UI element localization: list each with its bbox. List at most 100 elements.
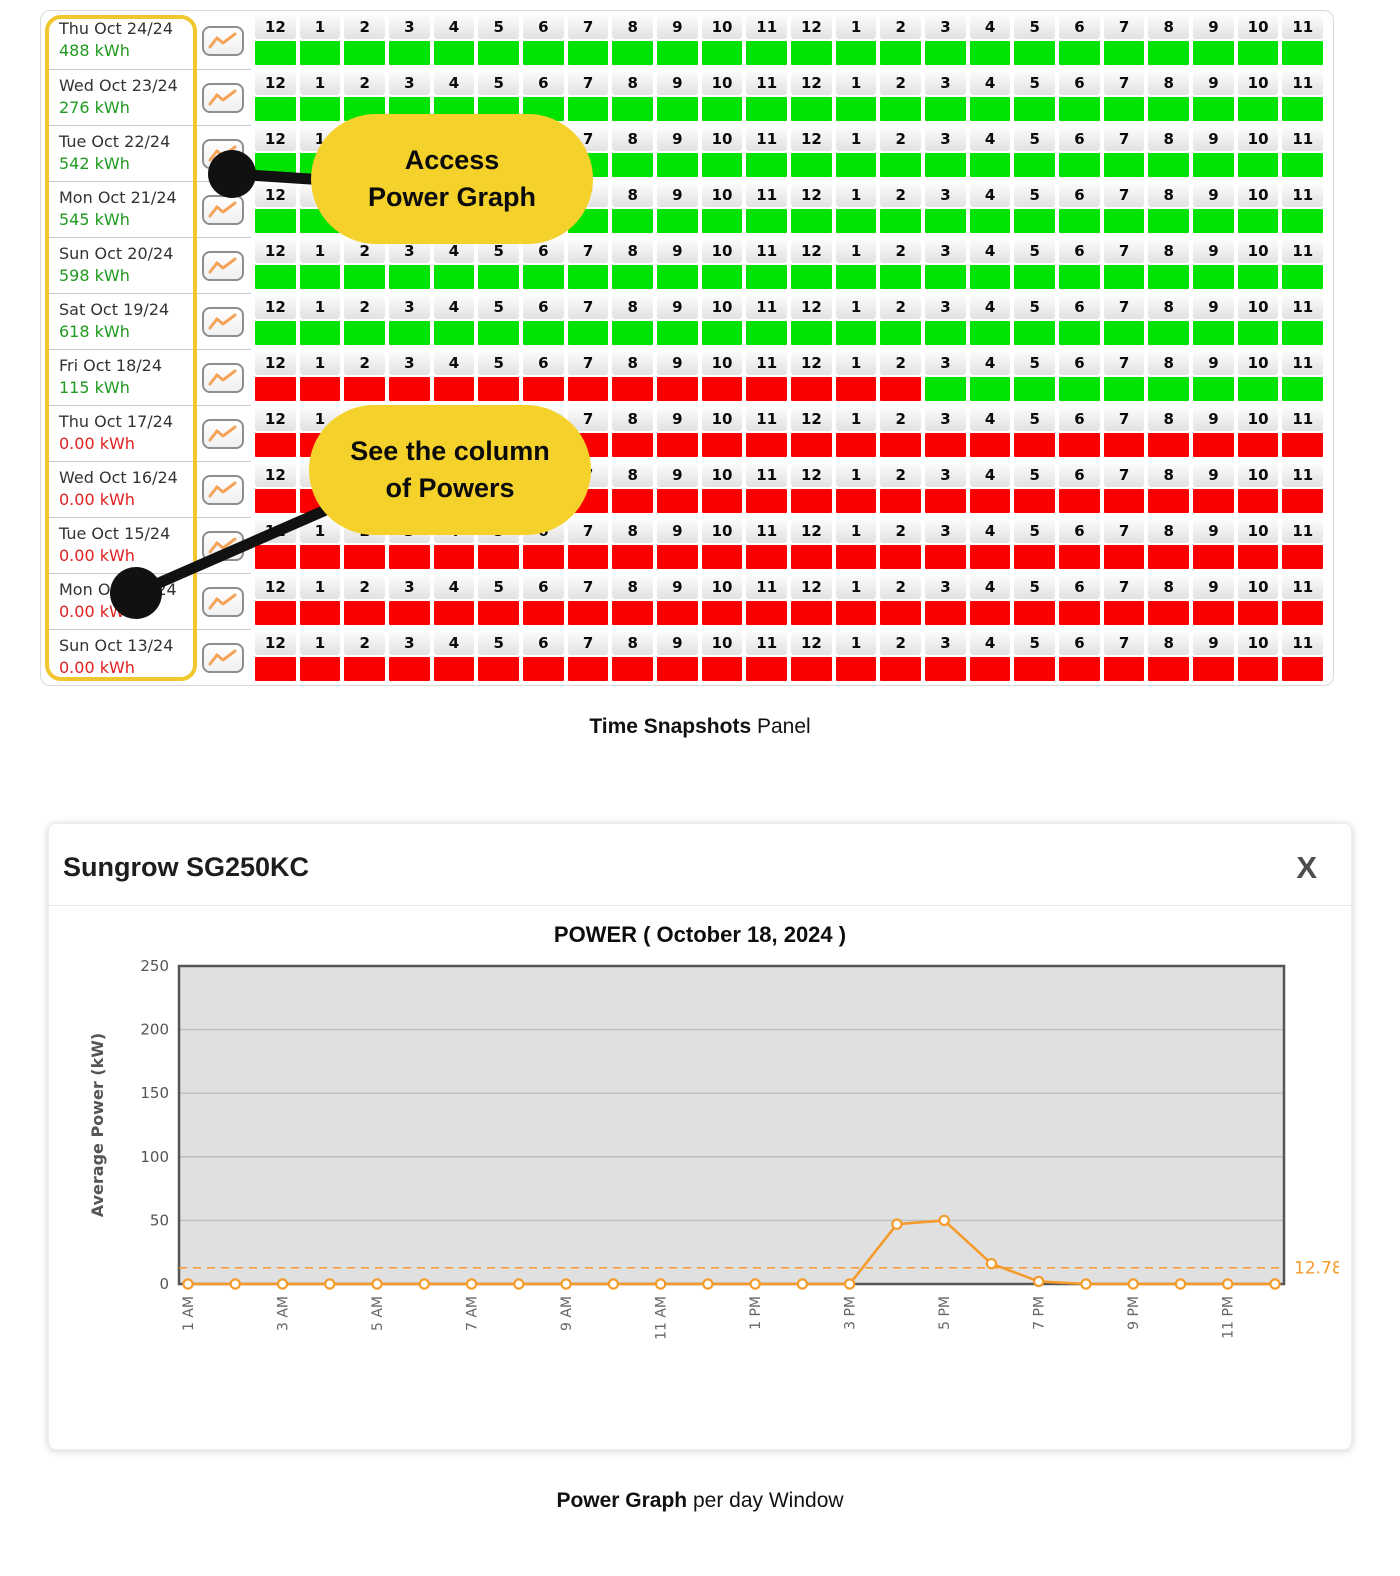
snapshot-cell[interactable]	[1014, 601, 1056, 625]
power-graph-button[interactable]	[202, 194, 244, 225]
snapshot-cell[interactable]	[1014, 97, 1056, 121]
snapshot-cell[interactable]	[925, 377, 966, 401]
snapshot-cell[interactable]	[612, 489, 654, 513]
snapshot-cell[interactable]	[478, 265, 520, 289]
snapshot-cell[interactable]	[1148, 209, 1190, 233]
snapshot-cell[interactable]	[1193, 41, 1234, 65]
snapshot-cell[interactable]	[880, 433, 922, 457]
snapshot-cell[interactable]	[478, 545, 520, 569]
snapshot-cell[interactable]	[1237, 489, 1279, 513]
snapshot-cell[interactable]	[1148, 265, 1190, 289]
snapshot-cell[interactable]	[1148, 321, 1190, 345]
snapshot-cell[interactable]	[835, 433, 877, 457]
snapshot-cell[interactable]	[255, 41, 296, 65]
snapshot-cell[interactable]	[1148, 153, 1190, 177]
snapshot-cell[interactable]	[701, 321, 743, 345]
snapshot-cell[interactable]	[791, 489, 832, 513]
snapshot-cell[interactable]	[612, 41, 654, 65]
snapshot-cell[interactable]	[925, 41, 966, 65]
snapshot-cell[interactable]	[1059, 209, 1100, 233]
snapshot-cell[interactable]	[1282, 153, 1324, 177]
snapshot-cell[interactable]	[880, 209, 922, 233]
snapshot-cell[interactable]	[701, 153, 743, 177]
snapshot-cell[interactable]	[1237, 265, 1279, 289]
snapshot-cell[interactable]	[389, 377, 430, 401]
snapshot-cell[interactable]	[925, 209, 966, 233]
snapshot-cell[interactable]	[255, 489, 296, 513]
snapshot-cell[interactable]	[433, 41, 475, 65]
snapshot-cell[interactable]	[701, 657, 743, 681]
snapshot-cell[interactable]	[478, 601, 520, 625]
snapshot-cell[interactable]	[746, 489, 788, 513]
snapshot-cell[interactable]	[657, 321, 698, 345]
snapshot-cell[interactable]	[299, 657, 341, 681]
snapshot-cell[interactable]	[299, 265, 341, 289]
snapshot-cell[interactable]	[657, 545, 698, 569]
snapshot-cell[interactable]	[1148, 601, 1190, 625]
snapshot-cell[interactable]	[701, 545, 743, 569]
snapshot-cell[interactable]	[478, 377, 520, 401]
snapshot-cell[interactable]	[1014, 657, 1056, 681]
snapshot-cell[interactable]	[1193, 433, 1234, 457]
snapshot-cell[interactable]	[344, 601, 386, 625]
snapshot-cell[interactable]	[567, 97, 609, 121]
snapshot-cell[interactable]	[791, 97, 832, 121]
snapshot-cell[interactable]	[791, 601, 832, 625]
snapshot-cell[interactable]	[1282, 265, 1324, 289]
snapshot-cell[interactable]	[1237, 153, 1279, 177]
snapshot-cell[interactable]	[1059, 601, 1100, 625]
snapshot-cell[interactable]	[1193, 377, 1234, 401]
snapshot-cell[interactable]	[1237, 209, 1279, 233]
snapshot-cell[interactable]	[1059, 489, 1100, 513]
snapshot-cell[interactable]	[880, 545, 922, 569]
power-graph-button[interactable]	[202, 530, 244, 561]
snapshot-cell[interactable]	[612, 601, 654, 625]
snapshot-cell[interactable]	[1103, 41, 1145, 65]
snapshot-cell[interactable]	[880, 489, 922, 513]
snapshot-cell[interactable]	[255, 153, 296, 177]
snapshot-cell[interactable]	[1282, 601, 1324, 625]
snapshot-cell[interactable]	[1193, 489, 1234, 513]
snapshot-cell[interactable]	[1148, 377, 1190, 401]
snapshot-cell[interactable]	[1059, 153, 1100, 177]
snapshot-cell[interactable]	[567, 377, 609, 401]
power-graph-button[interactable]	[202, 418, 244, 449]
snapshot-cell[interactable]	[1014, 41, 1056, 65]
snapshot-cell[interactable]	[880, 377, 922, 401]
snapshot-cell[interactable]	[1193, 321, 1234, 345]
snapshot-cell[interactable]	[1148, 489, 1190, 513]
snapshot-cell[interactable]	[433, 657, 475, 681]
snapshot-cell[interactable]	[255, 433, 296, 457]
snapshot-cell[interactable]	[746, 433, 788, 457]
snapshot-cell[interactable]	[299, 377, 341, 401]
snapshot-cell[interactable]	[746, 657, 788, 681]
snapshot-cell[interactable]	[969, 209, 1011, 233]
snapshot-cell[interactable]	[1282, 489, 1324, 513]
snapshot-cell[interactable]	[969, 657, 1011, 681]
snapshot-cell[interactable]	[657, 265, 698, 289]
snapshot-cell[interactable]	[612, 377, 654, 401]
snapshot-cell[interactable]	[1148, 657, 1190, 681]
snapshot-cell[interactable]	[478, 321, 520, 345]
snapshot-cell[interactable]	[657, 209, 698, 233]
snapshot-cell[interactable]	[1148, 433, 1190, 457]
snapshot-cell[interactable]	[1014, 545, 1056, 569]
snapshot-cell[interactable]	[1103, 153, 1145, 177]
snapshot-cell[interactable]	[1193, 601, 1234, 625]
snapshot-cell[interactable]	[969, 321, 1011, 345]
snapshot-cell[interactable]	[835, 153, 877, 177]
snapshot-cell[interactable]	[701, 377, 743, 401]
snapshot-cell[interactable]	[701, 433, 743, 457]
snapshot-cell[interactable]	[389, 321, 430, 345]
snapshot-cell[interactable]	[255, 545, 296, 569]
snapshot-cell[interactable]	[1103, 97, 1145, 121]
snapshot-cell[interactable]	[880, 41, 922, 65]
power-graph-button[interactable]	[202, 82, 244, 113]
snapshot-cell[interactable]	[567, 657, 609, 681]
snapshot-cell[interactable]	[1014, 153, 1056, 177]
snapshot-cell[interactable]	[389, 601, 430, 625]
snapshot-cell[interactable]	[1193, 657, 1234, 681]
snapshot-cell[interactable]	[835, 321, 877, 345]
snapshot-cell[interactable]	[1148, 545, 1190, 569]
power-graph-button[interactable]	[202, 250, 244, 281]
